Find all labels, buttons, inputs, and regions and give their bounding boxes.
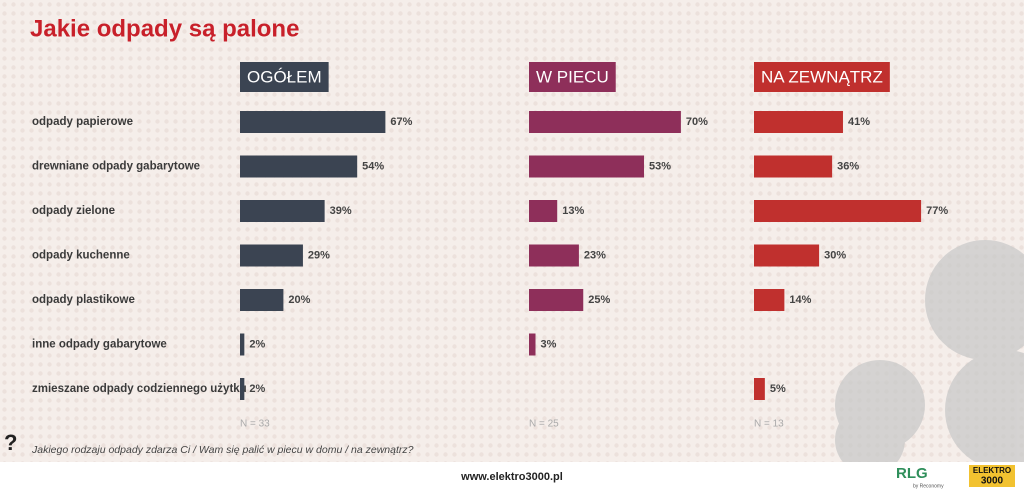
value-label: 14% [789,294,811,306]
bar [754,111,843,133]
value-label: 23% [584,249,606,261]
logo-rlg: RLG [896,465,928,482]
value-label: 25% [588,294,610,306]
bar [754,155,833,178]
bar [529,200,558,222]
bar [240,111,386,133]
category-label: odpady plastikowe [32,294,135,306]
panel-header-box [754,62,890,92]
bar [754,378,765,400]
value-label: 67% [390,116,412,128]
bar [529,244,579,267]
bar [240,155,358,178]
decoration [835,240,1024,475]
question-mark: ? [4,430,17,455]
value-label: 29% [308,249,330,261]
value-label: 41% [848,116,870,128]
value-label: 77% [926,205,948,217]
category-label: zmieszane odpady codziennego użytku [32,383,247,395]
value-label: 2% [249,338,265,350]
footer-url: www.elektro3000.pl [460,471,563,483]
logo-elektro: ELEKTRO [973,466,1011,475]
category-label: odpady kuchenne [32,250,130,262]
value-label: 36% [837,160,859,172]
bar [754,289,785,311]
bar [529,333,536,356]
panel-header: NA ZEWNĄTRZ [761,67,883,86]
value-label: 39% [330,205,352,217]
panel-header-box [529,62,616,92]
logo-elektro-box [969,465,1015,487]
value-label: 30% [824,249,846,261]
category-label: odpady zielone [32,205,115,217]
category-label: drewniane odpady gabarytowe [32,161,200,173]
bar [529,111,681,133]
value-label: 2% [249,383,265,395]
logo-rlg-sub: by Reconomy [913,483,944,489]
bar [529,155,645,178]
sample-size: N = 13 [754,419,784,430]
category-label: odpady papierowe [32,116,133,128]
value-label: 20% [288,294,310,306]
value-label: 3% [541,338,557,350]
value-label: 54% [362,160,384,172]
logo-elektro: 3000 [981,476,1004,487]
value-label: 70% [686,116,708,128]
footer-bar [0,462,1024,490]
sample-size: N = 25 [529,419,559,430]
value-label: 5% [770,383,786,395]
bar [240,333,245,356]
bar [240,289,284,311]
bar [240,244,303,267]
chart-title: Jakie odpady są palone [30,15,299,42]
sample-size: N = 33 [240,419,270,430]
value-label: 13% [562,205,584,217]
panel-header-box [240,62,329,92]
bar [240,378,245,400]
category-label: inne odpady gabarytowe [32,339,167,351]
bar [529,289,584,311]
bar [240,200,325,222]
question: Jakiego rodzaju odpady zdarza Ci / Wam s… [31,444,414,456]
bar [754,200,922,222]
bar [754,244,820,267]
value-label: 53% [649,160,671,172]
panel-header: OGÓŁEM [247,67,322,86]
panel-header: W PIECU [536,67,609,86]
